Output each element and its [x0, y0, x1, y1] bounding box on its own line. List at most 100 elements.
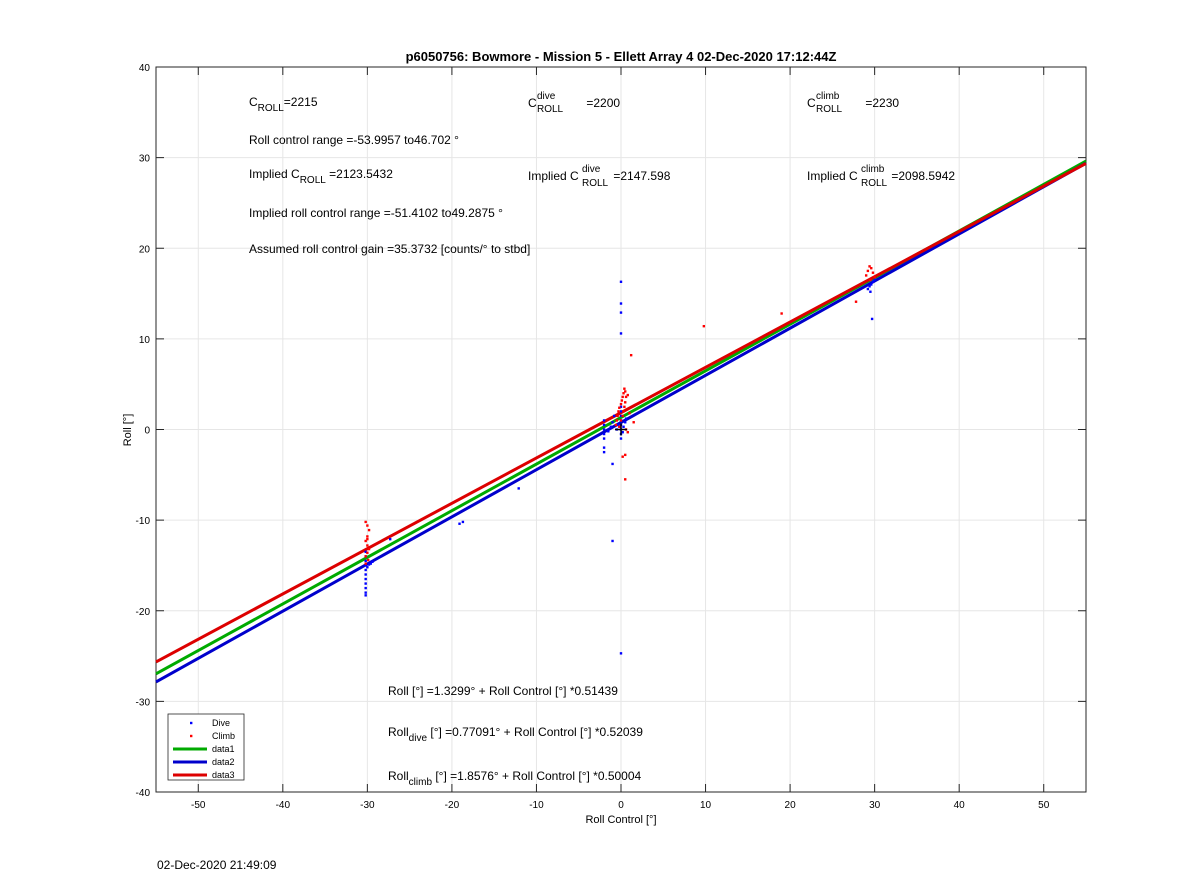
- dive-point: [602, 428, 606, 431]
- dive-point: [458, 522, 461, 525]
- dive-point: [461, 520, 465, 524]
- dive-point: [369, 562, 372, 565]
- dive-point: [619, 332, 623, 335]
- x-tick-label: 30: [869, 800, 881, 811]
- dive-point: [364, 594, 367, 597]
- dive-point: [364, 577, 367, 581]
- climb-point: [632, 421, 635, 424]
- dive-point: [371, 560, 374, 564]
- dive-point: [602, 450, 606, 454]
- climb-point: [618, 425, 621, 428]
- x-tick-label: -10: [529, 800, 544, 811]
- x-tick-label: 40: [954, 800, 966, 811]
- x-tick-label: -40: [276, 800, 291, 811]
- legend-label: Dive: [212, 718, 230, 728]
- x-tick-label: -30: [360, 800, 375, 811]
- dive-point: [364, 573, 367, 576]
- y-tick-label: -20: [136, 607, 151, 618]
- dive-point: [870, 283, 873, 286]
- c-roll-dive-annotation: Cdive ROLL =2200: [528, 91, 620, 115]
- climb-point: [622, 410, 625, 413]
- footer-timestamp: 02-Dec-2020 21:49:09: [157, 858, 277, 872]
- climb-point: [866, 269, 870, 273]
- y-tick-label: 20: [139, 244, 151, 255]
- dive-point: [364, 550, 367, 554]
- climb-point: [366, 544, 369, 547]
- chart-title: p6050756: Bowmore - Mission 5 - Ellett A…: [406, 49, 837, 64]
- dive-point: [873, 278, 876, 282]
- fit-line-data2: [155, 161, 1087, 684]
- dive-point: [868, 285, 871, 288]
- dive-point: [388, 537, 392, 541]
- dive-point: [611, 421, 614, 424]
- dive-point: [613, 414, 616, 418]
- equation-dive: Rolldive [°] =0.77091° + Roll Control [°…: [388, 725, 643, 744]
- climb-point: [364, 539, 367, 543]
- gain-annotation: Assumed roll control gain =35.3732 [coun…: [249, 242, 530, 256]
- climb-point: [624, 478, 627, 481]
- climb-point: [364, 520, 367, 524]
- implied-range-annotation: Implied roll control range =-51.4102 to4…: [249, 206, 503, 220]
- climb-point: [854, 300, 858, 303]
- dive-point: [619, 652, 623, 655]
- x-tick-label: -50: [191, 800, 206, 811]
- dive-point: [619, 405, 623, 409]
- x-tick-label: 50: [1038, 800, 1050, 811]
- y-tick-label: 40: [139, 63, 151, 74]
- y-tick-label: 30: [139, 154, 151, 165]
- legend-label: Climb: [212, 731, 235, 741]
- climb-point: [864, 274, 868, 277]
- dive-point: [602, 437, 606, 440]
- dive-point: [619, 311, 623, 314]
- dive-point: [602, 419, 606, 422]
- dive-point: [602, 432, 606, 436]
- legend-marker-climb: [190, 734, 193, 738]
- climb-point: [367, 547, 371, 551]
- climb-point: [780, 312, 783, 315]
- implied-c-roll-annotation: Implied CROLL =2123.5432: [249, 167, 393, 186]
- axis-ticks: -50 -40 -30 -20 -10 0 10 20 30 40 50 -40 -30 -20 -10 0 1…: [136, 63, 1086, 811]
- x-tick-label: 20: [785, 800, 797, 811]
- dive-point: [624, 421, 627, 424]
- dive-point: [366, 566, 369, 569]
- climb-point: [620, 399, 624, 402]
- dive-point: [367, 563, 371, 566]
- roll-control-range-annotation: Roll control range =-53.9957 to46.702 °: [249, 133, 459, 147]
- dive-point: [517, 487, 520, 490]
- fit-lines: [155, 159, 1087, 684]
- legend-box: [167, 713, 245, 781]
- equation-all: Roll [°] =1.3299° + Roll Control [°] *0.…: [388, 684, 618, 698]
- legend-label: data1: [212, 744, 235, 754]
- climb-point: [621, 414, 624, 418]
- y-tick-label: 0: [144, 426, 150, 437]
- climb-point: [628, 411, 631, 415]
- climb-point: [629, 353, 633, 357]
- equation-climb: Rollclimb [°] =1.8576° + Roll Control [°…: [388, 769, 642, 788]
- climb-point: [366, 524, 369, 527]
- y-tick-label: -10: [136, 516, 151, 527]
- climb-point: [366, 551, 369, 554]
- dive-point: [619, 302, 623, 305]
- climb-point: [624, 401, 627, 404]
- dive-point: [364, 564, 367, 567]
- climb-point: [367, 558, 370, 562]
- climb-point: [364, 555, 367, 558]
- dive-point: [611, 539, 614, 543]
- climb-point: [366, 537, 369, 541]
- dive-point: [624, 417, 628, 420]
- climb-point: [870, 266, 873, 270]
- x-tick-label: 10: [700, 800, 712, 811]
- dive-point: [870, 317, 874, 321]
- climb-point: [367, 528, 371, 532]
- dive-point: [869, 290, 872, 293]
- dive-point: [602, 446, 606, 449]
- y-axis-label: Roll [°]: [122, 414, 134, 447]
- dive-point: [611, 462, 614, 466]
- climb-point: [617, 410, 620, 413]
- dive-point: [622, 425, 625, 428]
- dive-point: [871, 280, 875, 283]
- climb-point: [364, 562, 367, 565]
- dive-point: [609, 425, 613, 428]
